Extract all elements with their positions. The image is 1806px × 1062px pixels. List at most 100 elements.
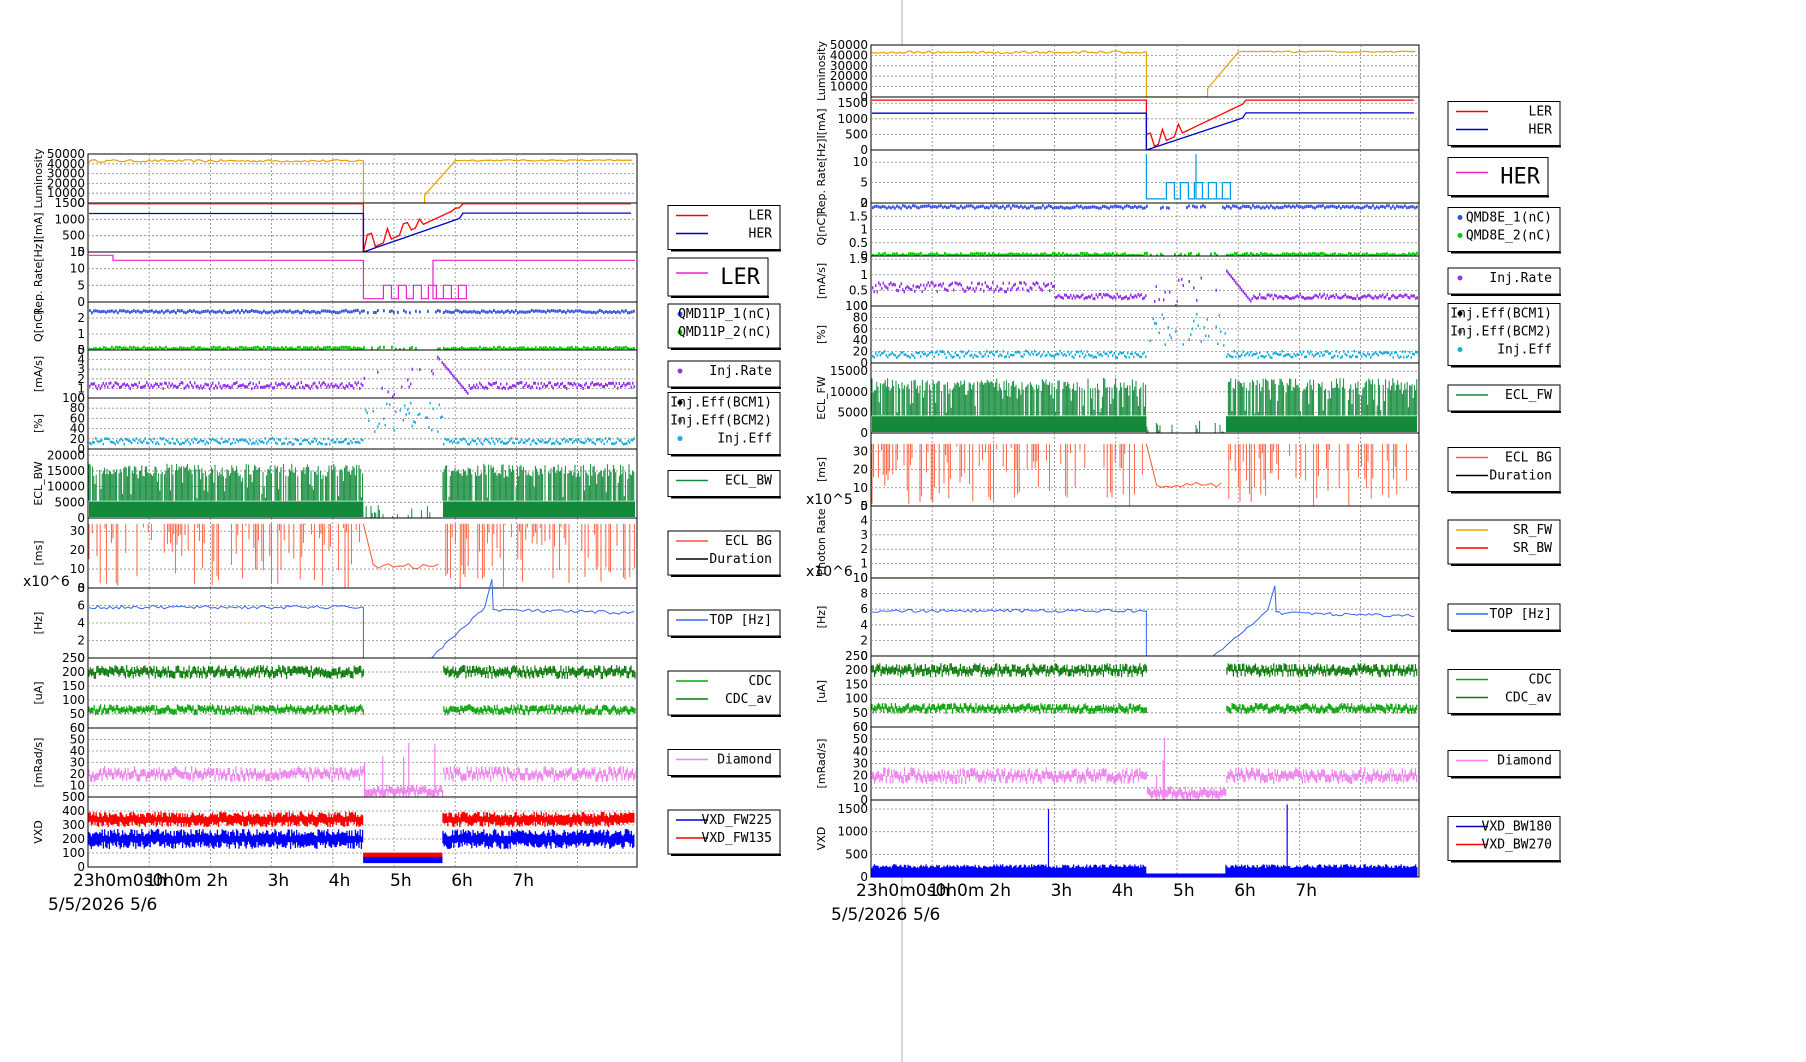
y-tick-label: 30 [853, 757, 868, 771]
legend-box [667, 303, 781, 349]
y-tick-label: 2 [77, 634, 85, 648]
legend-box [1447, 447, 1561, 492]
y-tick-label: 500 [62, 790, 85, 804]
legend-marker [677, 368, 683, 374]
legend-label: Inj.Eff(BCM1) [670, 396, 772, 411]
y-tick-label: 0 [77, 651, 85, 665]
legend-box [667, 257, 769, 297]
y-tick-label: 60 [853, 322, 868, 336]
scatter-points-q1 [872, 204, 1418, 210]
panel-eclbg: 30 20 10 0 [ms] ECL BG Duration [815, 432, 1561, 513]
y-tick-label: 0 [77, 511, 85, 525]
y-tick-label: 5000 [837, 405, 868, 419]
legend-label: VXD_FW225 [702, 813, 772, 828]
y-tick-label: 100 [62, 693, 85, 707]
y-tick-label: 40000 [47, 157, 85, 171]
y-tick-label: 100 [62, 391, 85, 405]
ecl-baseline-fill [872, 416, 1147, 432]
y-axis-label: I[mA] [32, 212, 45, 242]
series-area-cdc-av [88, 704, 636, 716]
y-axis-label: [Hz] [32, 612, 45, 635]
x-tick-label: 23h0m0s0h0m [856, 881, 984, 901]
y-axis-label: [mA/s] [815, 263, 828, 299]
y-tick-label: 500 [845, 847, 868, 861]
x-tick-label: 5h [390, 871, 412, 891]
legend-label: Inj.Rate [1489, 271, 1552, 286]
y-tick-label: 0 [77, 391, 85, 405]
y-tick-label: 4 [860, 513, 868, 527]
y-tick-label: 6 [77, 599, 85, 613]
y-tick-label: 20000 [47, 176, 85, 190]
y-tick-label: 0 [77, 245, 85, 259]
series-line-top [871, 585, 1415, 657]
legend-label: QMD8E_2(nC) [1466, 229, 1552, 244]
legend-box [667, 609, 781, 637]
legend-box [667, 670, 781, 716]
legend-box [1447, 207, 1561, 252]
legend-marker [677, 329, 683, 335]
legend-label: Inj.Eff [1497, 343, 1552, 358]
panel-eclbg: 30 20 10 0 [ms] ECL BG Duration [32, 517, 781, 595]
ecl-baseline-fill [1225, 416, 1417, 432]
y-tick-label: 2 [77, 311, 85, 325]
y-axis-label: [ms] [32, 540, 45, 565]
legend-label: LER [749, 209, 773, 224]
y-tick-label: 1 [77, 381, 85, 395]
y-tick-label: 10 [853, 781, 868, 795]
y-tick-label: 3 [77, 362, 85, 376]
y-tick-label: 20 [853, 463, 868, 477]
y-tick-label: 2 [860, 196, 868, 210]
legend-marker [1457, 329, 1463, 334]
y-tick-label: 0 [77, 442, 85, 456]
y-tick-label: 5 [860, 176, 868, 190]
series-line-ler [89, 203, 631, 253]
y-tick-label: 500 [62, 229, 85, 243]
legend-label: LER [720, 265, 760, 290]
plot-frame [870, 577, 1420, 657]
y-tick-label: 6 [860, 602, 868, 616]
y-tick-label: 1 [860, 268, 868, 282]
legend-box [667, 809, 781, 855]
y-tick-label: 2 [860, 633, 868, 647]
plot-frame [870, 44, 1420, 98]
y-tick-label: 1000 [837, 825, 868, 839]
y-axis-label: ECL_FW [815, 376, 828, 420]
y-tick-label: 15 [70, 245, 85, 259]
y-tick-label: 20000 [830, 69, 868, 83]
y-tick-label: 0 [860, 499, 868, 513]
y-tick-label: 60 [70, 721, 85, 735]
y-tick-label: 1 [77, 327, 85, 341]
y-tick-label: 20 [853, 769, 868, 783]
y-tick-label: 30000 [47, 167, 85, 181]
y-tick-label: 40 [853, 333, 868, 347]
y-tick-label: 60 [853, 720, 868, 734]
legend-label: Inj.Eff(BCM2) [1450, 325, 1552, 340]
y-axis-label: [mRad/s] [815, 739, 828, 789]
y-tick-label: 100 [62, 846, 85, 860]
y-tick-label: 4 [860, 618, 868, 632]
legend-label: QMD11P_2(nC) [678, 325, 772, 340]
panel-ecl: 15000 10000 5000 0 ECL_FW ECL_FW [815, 362, 1561, 440]
series-line-luminosity [88, 158, 633, 204]
y-tick-label: 10000 [47, 186, 85, 200]
y-tick-label: 0.5 [849, 236, 868, 250]
legend-box [1447, 750, 1561, 777]
y-tick-label: 15000 [830, 364, 868, 378]
y-tick-label: 200 [62, 832, 85, 846]
y-tick-label: 50 [853, 706, 868, 720]
y-tick-label: 40 [853, 744, 868, 758]
legend-label: CDC [1529, 673, 1552, 688]
ecl-baseline-fill [442, 501, 635, 517]
panel-inj: 1.5 10.5 0 [mA/s] Inj.Rate [815, 252, 1561, 313]
series-area-diamond [88, 742, 636, 797]
series-line-top [88, 579, 635, 661]
y-tick-label: 20 [70, 432, 85, 446]
y-axis-label: Photon Rate [815, 508, 828, 575]
legend-label: Diamond [1497, 754, 1552, 769]
legend-label: SR_BW [1513, 541, 1552, 556]
y-tick-label: 400 [62, 804, 85, 818]
